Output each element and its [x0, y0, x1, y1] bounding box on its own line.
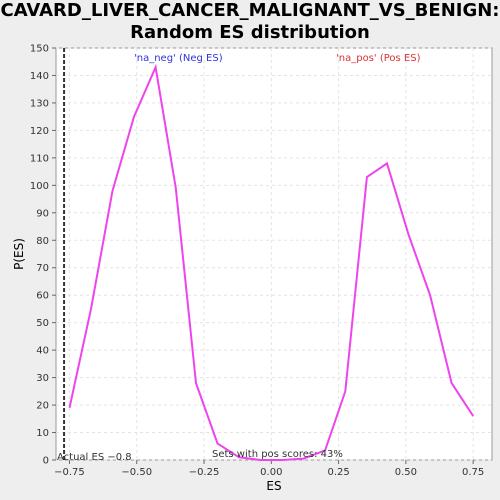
- y-tick-label: 50: [36, 318, 49, 329]
- y-tick-label: 140: [30, 71, 49, 82]
- x-axis-label: ES: [266, 479, 281, 493]
- neg-es-label: 'na_neg' (Neg ES): [134, 53, 223, 64]
- y-tick-label: 90: [36, 208, 49, 219]
- y-tick-label: 80: [36, 236, 49, 247]
- y-axis-ticks: 0 10 20 30 40 50 60 70 80 90 100 110 120 130 140 150: [30, 44, 56, 467]
- y-axis-label: P(ES): [12, 238, 26, 270]
- pos-scores-text: Sets with pos scores: 43%: [212, 449, 343, 460]
- y-tick-label: 130: [30, 98, 49, 109]
- chart-title: CAVARD_LIVER_CANCER_MALIGNANT_VS_BENIGN:…: [0, 0, 500, 44]
- y-tick-label: 40: [36, 346, 49, 357]
- chart-title-line1: CAVARD_LIVER_CANCER_MALIGNANT_VS_BENIGN:: [0, 0, 500, 21]
- actual-es-text: Actual ES −0.8: [57, 452, 132, 463]
- y-tick-label: 10: [36, 428, 49, 439]
- grid-lines: [56, 47, 492, 461]
- y-tick-label: 120: [30, 126, 49, 137]
- x-tick-label: 0.00: [260, 467, 282, 478]
- x-axis-ticks: −0.75 −0.50 −0.25 0.00 0.25 0.50 0.75: [54, 460, 484, 478]
- x-tick-label: 0.75: [462, 467, 484, 478]
- pos-es-label: 'na_pos' (Pos ES): [336, 53, 421, 64]
- y-tick-label: 0: [43, 456, 49, 467]
- chart-subtitle: Random ES distribution: [130, 22, 370, 43]
- y-tick-label: 110: [30, 153, 49, 164]
- y-tick-label: 30: [36, 373, 49, 384]
- y-tick-label: 20: [36, 401, 49, 412]
- x-tick-label: −0.25: [189, 467, 220, 478]
- x-tick-label: 0.50: [395, 467, 417, 478]
- y-tick-label: 150: [30, 44, 49, 55]
- es-distribution-line: [68, 63, 475, 461]
- x-tick-label: −0.50: [121, 467, 152, 478]
- x-tick-label: −0.75: [54, 467, 85, 478]
- y-tick-label: 100: [30, 181, 49, 192]
- y-tick-label: 70: [36, 263, 49, 274]
- plot-area: [55, 47, 493, 461]
- y-tick-label: 60: [36, 291, 49, 302]
- x-tick-label: 0.25: [327, 467, 349, 478]
